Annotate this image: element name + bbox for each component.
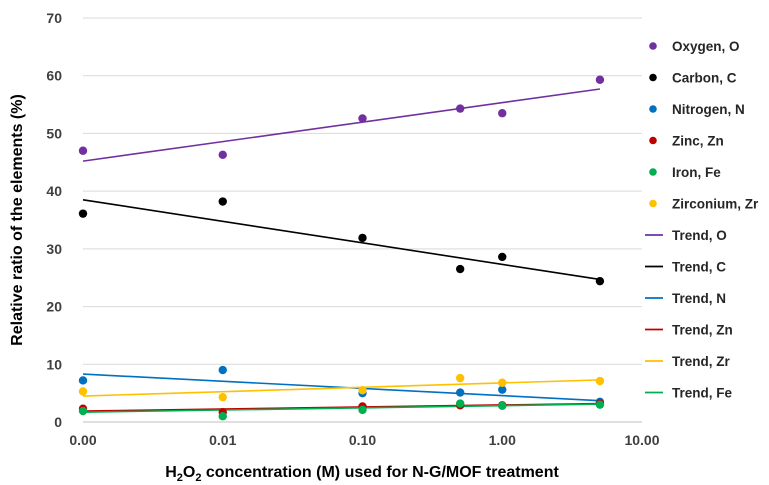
data-point [218,365,227,375]
x-tick-label: 0.10 [349,432,376,448]
data-point [78,146,88,155]
data-point [498,252,507,262]
legend-label: Trend, N [672,291,726,306]
legend-label: Zirconium, Zr [672,197,759,212]
x-axis-title-rest: concentration (M) used for N-G/MOF treat… [201,464,559,481]
data-point [595,276,605,286]
data-point [455,388,465,397]
trend-line [82,403,600,413]
legend-label: Nitrogen, N [672,102,745,117]
x-axis-title-sub2: 2 [195,472,201,484]
data-point [455,104,465,113]
y-tick-label: 70 [46,10,62,26]
y-tick-labels: 0 10 20 30 40 50 60 70 [46,10,62,430]
x-tick-labels: 0.00 0.01 0.10 1.00 10.00 [69,432,659,448]
data-point [498,378,507,387]
legend-label: Trend, Zn [672,323,733,338]
data-point [358,233,367,243]
trend-lines [82,88,601,413]
legend-label: Oxygen, O [672,39,740,54]
legend: Oxygen, O Carbon, C Nitrogen, N Zinc, Zn Iro… [645,39,759,401]
y-tick-label: 40 [46,183,62,199]
legend-label: Trend, O [672,228,727,243]
data-point [595,400,605,409]
x-tick-label: 0.00 [69,432,96,448]
y-tick-label: 50 [46,125,62,141]
trend-line [82,88,601,162]
data-point [358,114,367,123]
gridlines [83,17,642,365]
data-point [455,373,465,383]
trend-line [82,379,600,397]
data-points [78,75,605,421]
data-point [498,385,507,394]
data-point [595,75,605,84]
legend-label: Carbon, C [672,71,737,86]
data-point [455,264,465,274]
x-axis-title: H2O2 concentration (M) used for N-G/MOF … [165,464,559,484]
y-tick-label: 20 [46,299,62,315]
legend-label: Trend, C [672,260,726,275]
data-point [78,387,88,396]
y-tick-label: 30 [46,241,62,257]
x-axis-title-h: H [165,464,177,481]
legend-label: Trend, Fe [672,386,733,401]
x-tick-label: 1.00 [489,432,516,448]
data-point [358,405,367,415]
data-point [78,376,88,385]
legend-marker [649,199,657,208]
data-point [455,399,465,408]
data-point [78,209,88,218]
data-point [218,197,227,206]
data-point [498,401,507,411]
legend-marker [649,136,657,145]
data-point [358,386,367,395]
data-point [218,392,227,402]
legend-label: Iron, Fe [672,165,721,180]
data-point [78,406,88,416]
trend-line [82,199,601,281]
data-point [218,412,227,421]
data-point [595,376,605,386]
x-axis-title-sub1: 2 [177,472,183,484]
y-tick-label: 0 [54,414,62,430]
legend-marker [649,168,657,176]
legend-label: Zinc, Zn [672,134,724,149]
legend-label: Trend, Zr [672,354,731,369]
data-point [218,150,227,159]
legend-marker [649,105,657,113]
x-tick-label: 0.01 [209,432,236,448]
data-point [498,109,507,118]
legend-marker [649,73,657,82]
y-axis-title: Relative ratio of the elements (%) [9,94,26,346]
y-tick-label: 10 [46,356,62,372]
x-tick-label: 10.00 [624,432,659,448]
legend-marker [649,42,657,50]
y-tick-label: 60 [46,68,62,84]
x-axis-title-o: O [183,464,195,481]
